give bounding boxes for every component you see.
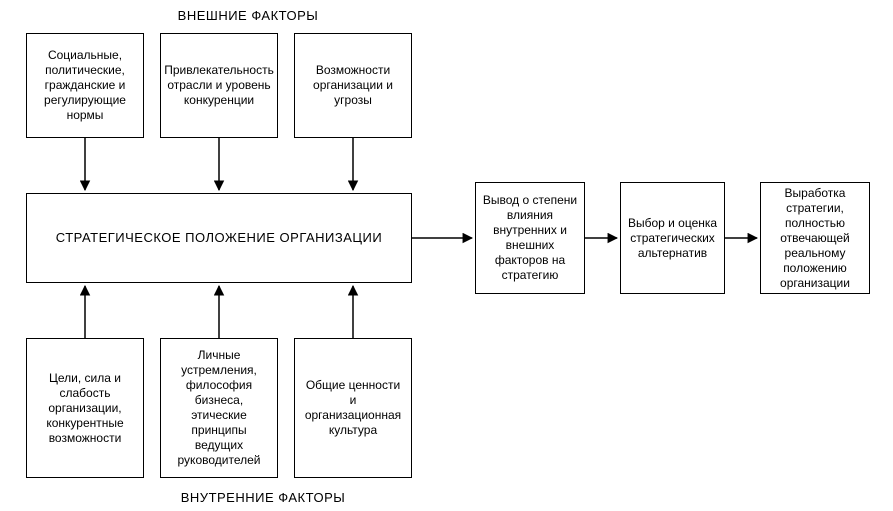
node-ext3: Возможности организации и угрозы [294, 33, 412, 138]
node-ext2-text: Привлекательность отрасли и уровень конк… [164, 63, 274, 108]
node-ext1-text: Социальные, политические, гражданские и … [33, 48, 137, 123]
node-int3: Общие ценности и организационная культур… [294, 338, 412, 478]
node-step2: Выбор и оценка стратегических альтернати… [620, 182, 725, 294]
node-int2: Личные устремления, философия бизнеса, э… [160, 338, 278, 478]
node-ext3-text: Возможности организации и угрозы [301, 63, 405, 108]
node-center: СТРАТЕГИЧЕСКОЕ ПОЛОЖЕНИЕ ОРГАНИЗАЦИИ [26, 193, 412, 283]
node-ext2: Привлекательность отрасли и уровень конк… [160, 33, 278, 138]
label-internal-factors: ВНУТРЕННИЕ ФАКТОРЫ [163, 490, 363, 505]
diagram-canvas: ВНЕШНИЕ ФАКТОРЫ Социальные, политические… [0, 0, 893, 511]
node-ext1: Социальные, политические, гражданские и … [26, 33, 144, 138]
node-step1: Вывод о степени влияния внутренних и вне… [475, 182, 585, 294]
node-center-text: СТРАТЕГИЧЕСКОЕ ПОЛОЖЕНИЕ ОРГАНИЗАЦИИ [56, 230, 382, 246]
node-step2-text: Выбор и оценка стратегических альтернати… [627, 216, 718, 261]
node-int1: Цели, сила и слабость организации, конку… [26, 338, 144, 478]
node-int2-text: Личные устремления, философия бизнеса, э… [167, 348, 271, 468]
label-external-factors: ВНЕШНИЕ ФАКТОРЫ [163, 8, 333, 23]
node-step1-text: Вывод о степени влияния внутренних и вне… [482, 193, 578, 283]
node-int3-text: Общие ценности и организационная культур… [301, 378, 405, 438]
node-int1-text: Цели, сила и слабость организации, конку… [33, 371, 137, 446]
node-step3: Выработка стратегии, полностью отвечающе… [760, 182, 870, 294]
node-step3-text: Выработка стратегии, полностью отвечающе… [767, 186, 863, 291]
